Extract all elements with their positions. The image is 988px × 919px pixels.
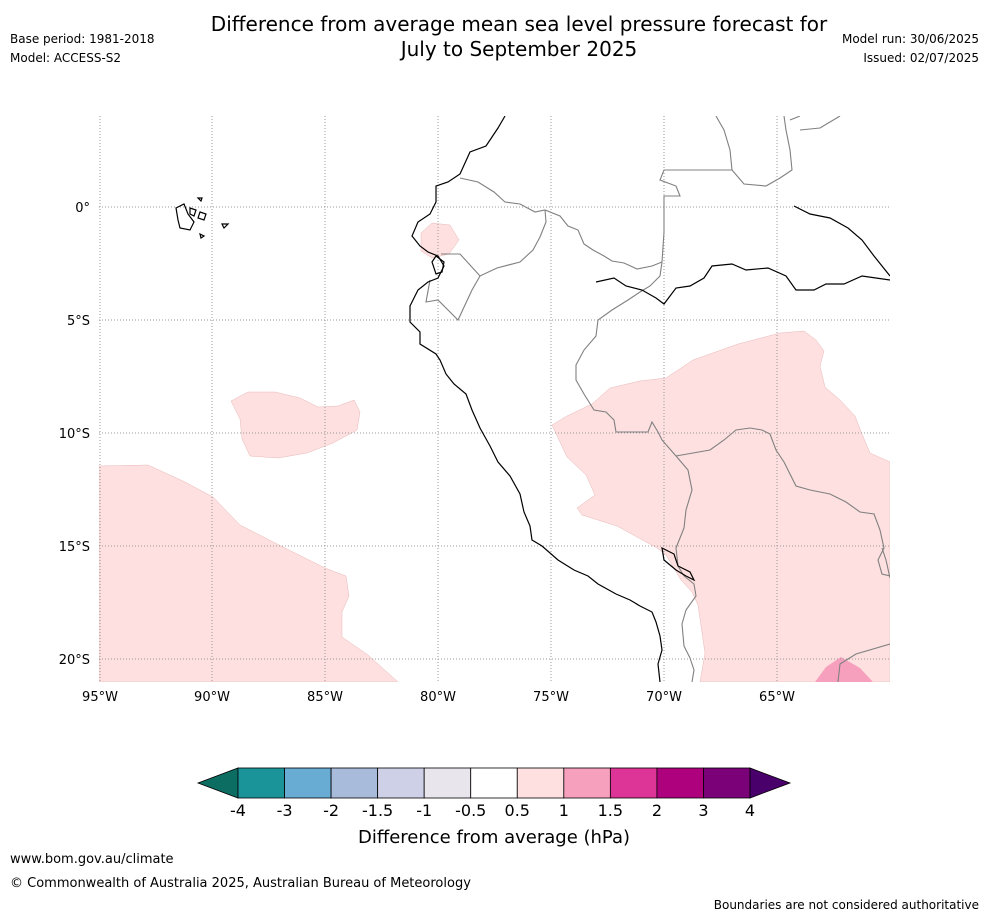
lake-titicaca <box>661 546 696 582</box>
colorbar-box <box>237 767 285 799</box>
coastline-pacific <box>409 116 663 682</box>
lat-label: 0° <box>75 201 90 216</box>
colorbar-tick-label: -3 <box>277 801 293 820</box>
colorbar-tick-label: 1.5 <box>598 801 623 820</box>
colorbar-box <box>423 767 472 799</box>
border-peru-brazil <box>575 261 693 577</box>
lon-label: 80°W <box>420 690 456 705</box>
colorbar-box <box>703 767 751 799</box>
border-ecuador-peru <box>441 209 547 277</box>
colorbar-tick-label: 0.5 <box>505 801 530 820</box>
lon-label: 75°W <box>533 690 569 705</box>
colorbar-tick-label: 2 <box>652 801 662 820</box>
latitude-labels: 0° 5°S 10°S 15°S 20°S <box>59 201 90 668</box>
border-bolivia-east <box>881 547 890 579</box>
base-period: Base period: 1981-2018 <box>10 32 155 46</box>
border-peru-bolivia-south <box>681 575 697 682</box>
colorbar-box <box>563 767 611 799</box>
map-title: Difference from average mean sea level p… <box>150 12 888 62</box>
meta-right: Model run: 30/06/2025 Issued: 02/07/2025 <box>842 30 979 68</box>
lon-label: 90°W <box>194 690 230 705</box>
border-colombia-peru <box>459 177 663 270</box>
lat-label: 15°S <box>59 540 90 555</box>
footer-website[interactable]: www.bom.gov.au/climate <box>10 852 174 867</box>
anomaly-region-blob <box>230 391 361 459</box>
lat-label: 20°S <box>59 653 90 668</box>
coastline <box>409 116 890 682</box>
colorbar-box <box>609 767 658 799</box>
colorbar-box <box>284 767 332 799</box>
lon-label: 95°W <box>82 690 118 705</box>
title-line-2: July to September 2025 <box>400 37 638 61</box>
coastline-guayaquil <box>431 255 445 275</box>
river-amazon <box>595 263 890 305</box>
anomaly-region-strong <box>815 657 873 682</box>
model-run: Model run: 30/06/2025 <box>841 32 979 46</box>
colorbar-box <box>330 767 379 799</box>
border-bolivia-brazil <box>675 427 890 577</box>
footer-copyright: © Commonwealth of Australia 2025, Austra… <box>10 876 471 891</box>
border-ecuador-south <box>425 275 481 321</box>
colorbar-box <box>516 767 565 799</box>
border-north-east <box>789 116 841 131</box>
colorbar-tick-label: -2 <box>323 801 339 820</box>
colorbar-ticks: -4 -3 -2 -1.5 -1 -0.5 0.5 1 1.5 2 3 4 <box>230 801 755 820</box>
colorbar-tick-label: -0.5 <box>455 801 486 820</box>
gridlines <box>99 116 890 682</box>
border-colombia-venezuela-brazil <box>659 116 733 263</box>
anomaly-region-east <box>551 330 890 682</box>
anomaly-region-ecuador <box>420 222 460 259</box>
country-borders <box>425 116 890 682</box>
colorbar-tick-label: 1 <box>559 801 569 820</box>
longitude-labels: 95°W 90°W 85°W 80°W 75°W 70°W 65°W <box>82 690 795 705</box>
colorbar-tick-label: -1.5 <box>362 801 393 820</box>
colorbar-box <box>656 767 704 799</box>
footer-disclaimer: Boundaries are not considered authoritat… <box>713 898 979 912</box>
lon-label: 65°W <box>759 690 795 705</box>
colorbar-tick-label: -1 <box>416 801 432 820</box>
title-line-1: Difference from average mean sea level p… <box>210 12 828 36</box>
colorbar-tick-label: -4 <box>230 801 246 820</box>
lat-label: 5°S <box>67 314 90 329</box>
lat-label: 10°S <box>59 427 90 442</box>
colorbar-box <box>377 767 425 799</box>
colorbar: -4 -3 -2 -1.5 -1 -0.5 0.5 1 1.5 2 3 4 Difference fr… <box>196 767 792 848</box>
colorbar-boxes <box>196 767 792 799</box>
colorbar-tick-label: 4 <box>745 801 755 820</box>
anomaly-region-west <box>99 464 399 682</box>
colorbar-box <box>470 767 518 799</box>
map-panel: 0° 5°S 10°S 15°S 20°S 95°W 90°W 85°W 80°W 75°W 70… <box>59 116 890 705</box>
colorbar-label: Difference from average (hPa) <box>358 827 630 848</box>
lon-label: 85°W <box>307 690 343 705</box>
meta-left: Base period: 1981-2018 Model: ACCESS-S2 <box>10 30 155 68</box>
border-chile-bolivia-argentina <box>837 643 890 682</box>
river-negro <box>793 205 890 277</box>
border-brazil-north <box>731 116 793 187</box>
colorbar-arrow-low <box>196 767 239 799</box>
galapagos-islands <box>175 197 230 239</box>
model-name: Model: ACCESS-S2 <box>10 51 122 65</box>
lon-label: 70°W <box>646 690 682 705</box>
colorbar-tick-label: 3 <box>698 801 708 820</box>
issued-date: Issued: 02/07/2025 <box>863 51 979 65</box>
colorbar-arrow-high <box>749 767 792 799</box>
